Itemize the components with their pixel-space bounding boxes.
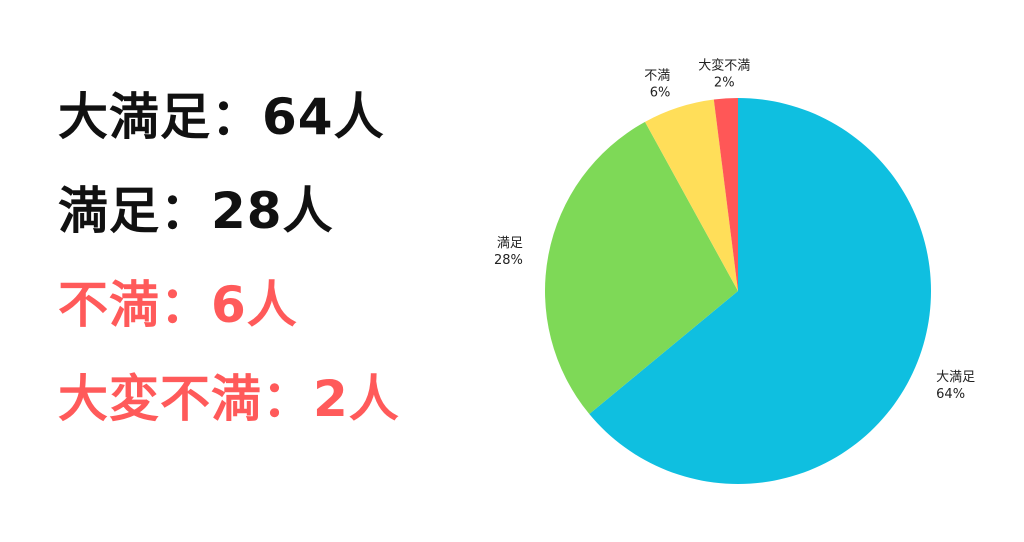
summary-count: 6人 [211, 276, 298, 334]
pie-label-category: 大満足 [936, 370, 975, 385]
summary-separator: ： [160, 182, 211, 240]
pie-slice-satisfied [545, 121, 738, 415]
pie-label-very-satisfied: 大満足 64% [936, 370, 975, 402]
pie-slice-dissatisfied [645, 99, 738, 291]
summary-count: 2人 [313, 370, 400, 428]
summary-count: 28人 [211, 182, 334, 240]
pie-slice-very-satisfied [589, 98, 931, 485]
pie-label-category: 大変不満 [698, 57, 750, 73]
pie-label-dissatisfied: 不満 6% [644, 69, 670, 101]
pie-label-satisfied: 満足 28% [494, 236, 523, 268]
pie-label-category: 不満 [644, 69, 670, 84]
summary-separator: ： [262, 370, 313, 428]
pie-label-very-dissatisfied: 大変不満 2% [698, 57, 750, 90]
summary-label: 大満足 [58, 88, 211, 146]
summary-label: 不満 [58, 276, 160, 334]
summary-line-satisfied: 満足：28人 [58, 186, 518, 236]
summary-count: 64人 [262, 88, 385, 146]
summary-label: 満足 [58, 182, 160, 240]
pie-slice-very-dissatisfied [713, 98, 738, 291]
summary-separator: ： [211, 88, 262, 146]
summary-line-dissatisfied: 不満：6人 [58, 280, 518, 330]
pie-label-percent: 28% [494, 253, 523, 268]
pie-label-percent: 2% [714, 75, 735, 90]
summary-line-very-dissatisfied: 大変不満：2人 [58, 374, 518, 424]
pie-label-category: 満足 [497, 236, 523, 251]
summary-separator: ： [160, 276, 211, 334]
summary-list: 大満足：64人 満足：28人 不満：6人 大変不満：2人 [58, 92, 518, 468]
pie-label-percent: 64% [936, 387, 965, 402]
summary-label: 大変不満 [58, 370, 262, 428]
pie-label-percent: 6% [650, 86, 671, 101]
summary-line-very-satisfied: 大満足：64人 [58, 92, 518, 142]
